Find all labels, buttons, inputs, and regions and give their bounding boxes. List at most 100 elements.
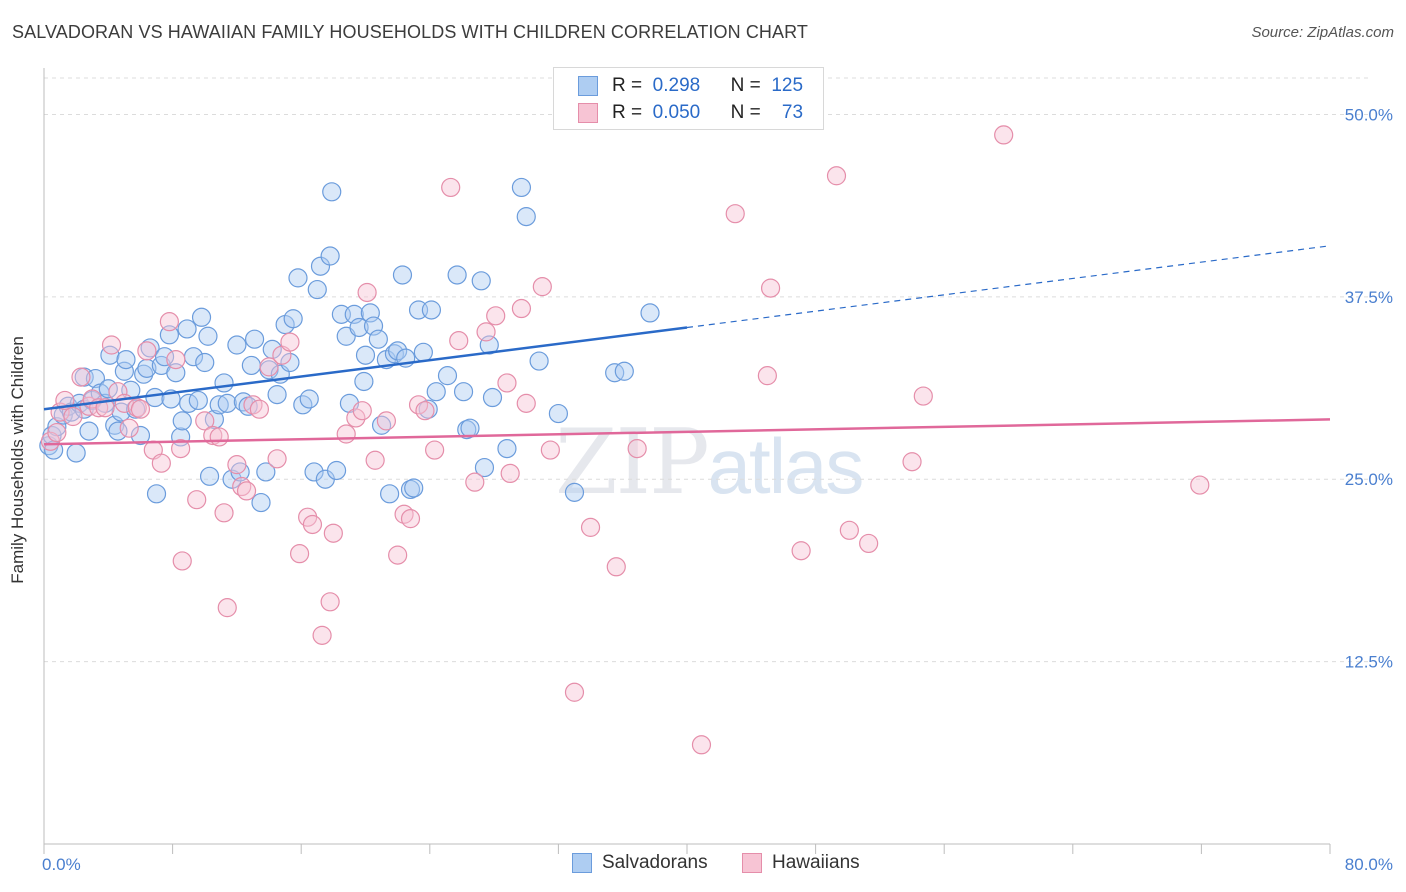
hawaiian-point xyxy=(127,398,147,418)
hawaiian-point xyxy=(166,349,186,370)
watermark: ZIPatlas xyxy=(555,410,865,515)
hawaiian-point xyxy=(47,422,67,443)
salvadoran-point xyxy=(85,368,106,389)
hawaiian-point xyxy=(826,166,847,186)
salvadoran-point xyxy=(413,342,433,362)
hawaiian-point xyxy=(511,298,532,319)
hawaiian-point xyxy=(532,277,552,297)
salvadoran-point xyxy=(640,303,660,323)
hawaiian-point xyxy=(839,520,859,540)
salvadoran-point xyxy=(283,309,303,329)
salvadoran-point xyxy=(437,366,458,386)
salvadoran-point xyxy=(222,469,242,489)
legend-row-hawaiians: R = 0.050 N = 73 xyxy=(578,101,803,125)
legend-r-value: 0.298 xyxy=(652,75,701,96)
hawaiian-point xyxy=(227,455,247,475)
salvadoran-point xyxy=(380,484,400,504)
hawaiian-point xyxy=(119,418,139,438)
salvadoran-trend-line xyxy=(43,326,688,411)
salvadoran-point xyxy=(172,411,192,431)
hawaiian-point xyxy=(449,331,469,351)
salvadoran-point xyxy=(134,364,154,384)
salvadoran-point xyxy=(145,387,165,408)
salvadoran-point xyxy=(392,265,413,285)
legend-n-label: N = xyxy=(730,75,761,96)
hawaiian-point xyxy=(376,411,396,431)
salvadoran-point xyxy=(307,279,327,300)
hawaiian-point xyxy=(691,735,712,755)
hawaiian-point xyxy=(289,544,310,564)
salvadoran-point xyxy=(548,403,569,424)
hawaiian-point xyxy=(130,399,151,419)
legend-n-value: 125 xyxy=(771,75,804,96)
legend-item-hawaiians[interactable]: Hawaiians xyxy=(742,852,860,874)
hawaiian-point xyxy=(346,408,366,428)
hawaiian-point xyxy=(725,204,745,224)
hawaiian-point xyxy=(302,514,323,535)
hawaiian-swatch-icon xyxy=(742,853,762,873)
legend-item-label: Hawaiians xyxy=(772,852,860,873)
salvadoran-point xyxy=(614,361,634,381)
hawaiian-point xyxy=(913,386,933,406)
legend-r-value: 0.050 xyxy=(652,102,701,123)
salvadoran-point xyxy=(79,421,99,441)
hawaiian-point xyxy=(280,332,300,352)
hawaiian-point xyxy=(236,481,257,501)
hawaiian-point xyxy=(388,545,408,565)
salvadoran-point xyxy=(195,352,215,373)
salvadoran-point xyxy=(130,425,151,446)
salvadoran-point xyxy=(421,300,442,320)
salvadoran-point xyxy=(267,385,287,405)
salvadoran-point xyxy=(529,351,549,371)
salvadoran-point xyxy=(354,371,374,392)
salvadoran-point xyxy=(471,271,491,291)
hawaiian-point xyxy=(187,490,207,510)
salvadoran-point xyxy=(304,462,324,482)
salvadoran-point xyxy=(404,478,424,498)
hawaiian-point xyxy=(320,592,340,612)
salvadoran-point xyxy=(227,335,247,355)
salvadoran-point xyxy=(146,484,167,504)
hawaiian-point xyxy=(497,373,517,393)
hawaiian-point xyxy=(415,401,435,421)
hawaiian-point xyxy=(71,367,91,387)
salvadoran-point xyxy=(418,399,438,419)
hawaiian-point xyxy=(465,472,485,492)
salvadoran-point xyxy=(460,418,480,438)
salvadoran-point xyxy=(605,363,625,383)
salvadoran-point xyxy=(217,393,237,413)
hawaiian-point xyxy=(209,427,229,447)
hawaiian-point xyxy=(365,450,385,470)
hawaiian-point xyxy=(627,438,647,459)
salvadoran-point xyxy=(400,479,421,500)
hawaiian-point xyxy=(323,523,343,543)
hawaiian-point xyxy=(267,449,287,469)
legend-item-salvadorans[interactable]: Salvadorans xyxy=(572,852,708,874)
hawaiian-point xyxy=(159,312,179,332)
salvadoran-point xyxy=(66,443,86,463)
watermark-atlas: atlas xyxy=(707,422,865,510)
hawaiian-point xyxy=(171,438,191,459)
salvadoran-point xyxy=(116,349,136,370)
salvadoran-point xyxy=(497,438,517,459)
salvadoran-point xyxy=(384,344,405,364)
salvadoran-point xyxy=(154,347,175,367)
salvadoran-point xyxy=(214,373,234,393)
salvadoran-point xyxy=(199,466,220,486)
salvadoran-point xyxy=(166,363,186,383)
salvadoran-point xyxy=(355,345,376,365)
hawaiian-point xyxy=(137,341,157,361)
salvadoran-trend-extension xyxy=(686,245,1331,329)
salvadoran-point xyxy=(299,389,319,409)
legend-r-label: R = xyxy=(612,102,643,123)
hawaiian-point xyxy=(486,306,506,326)
hawaiian-point xyxy=(994,125,1014,145)
salvadoran-point xyxy=(368,329,388,349)
hawaiian-point xyxy=(63,406,83,427)
salvadoran-point xyxy=(288,268,308,288)
salvadoran-point xyxy=(482,387,503,408)
salvadoran-point xyxy=(256,462,276,482)
hawaiian-point xyxy=(249,399,270,419)
salvadoran-point xyxy=(108,421,128,441)
hawaiian-swatch-icon xyxy=(578,103,598,123)
